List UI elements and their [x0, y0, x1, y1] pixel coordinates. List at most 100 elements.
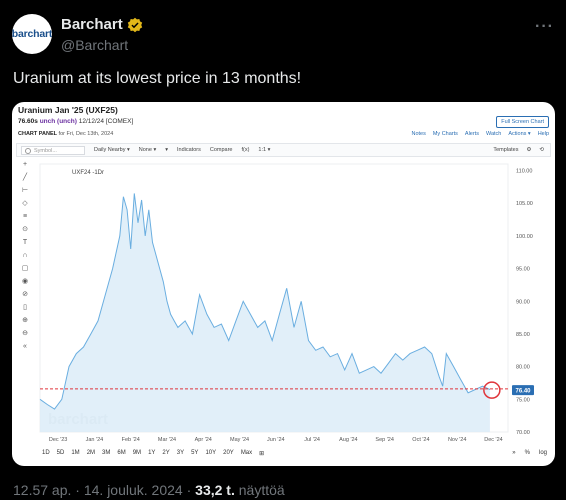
period-selector: 1D 5D 1M 2M 3M 6M 9M 1Y 2Y 3Y 5Y 10Y 20Y… — [42, 450, 264, 457]
calendar-icon[interactable]: ⊞ — [259, 451, 265, 457]
y-tick-label: 80.00 — [516, 365, 530, 371]
y-tick-label: 75.00 — [516, 397, 530, 403]
zoom-out-icon[interactable]: ⊖ — [22, 330, 28, 337]
horizontal-line-icon[interactable]: ⊢ — [21, 187, 29, 194]
x-tick-label: Apr '24 — [195, 437, 212, 443]
y-tick-label: 90.00 — [516, 299, 530, 305]
period-3m[interactable]: 3M — [102, 450, 111, 456]
tweet-text: Uranium at its lowest price in 13 months… — [13, 70, 302, 87]
x-tick-label: Mar '24 — [158, 437, 176, 443]
period-20y[interactable]: 20Y — [223, 450, 234, 456]
display-name[interactable]: Barchart — [61, 16, 123, 33]
y-tick-label: 70.00 — [516, 430, 530, 436]
hide-icon[interactable]: ⊘ — [22, 291, 28, 298]
y-tick-label: 105.00 — [516, 201, 533, 207]
chart-panel-date: for Fri, Dec 13th, 2024 — [58, 131, 114, 137]
x-tick-label: Dec '23 — [49, 437, 67, 443]
period-9m[interactable]: 9M — [132, 450, 142, 456]
tweet-image[interactable]: Uranium Jan '25 (UXF25) 76.60s unch (unc… — [12, 102, 555, 466]
x-tick-label: Oct '24 — [412, 437, 429, 443]
reset-icon[interactable]: ⟲ — [539, 147, 544, 153]
watch-link[interactable]: Watch — [485, 131, 502, 137]
period-max[interactable]: Max — [240, 450, 253, 456]
view-count: 33,2 t. — [195, 482, 235, 498]
x-tick-label: Feb '24 — [122, 437, 140, 443]
price-chart[interactable]: barchartUXF24 -1Dr70.0075.0080.0085.0090… — [36, 160, 548, 448]
current-price-label: 76.40 — [515, 389, 531, 395]
magnet-icon[interactable]: ∩ — [22, 251, 28, 259]
period-6m[interactable]: 6M — [117, 450, 126, 456]
full-screen-chart-button[interactable]: Full Screen Chart — [496, 116, 549, 128]
compare-button[interactable]: Compare — [209, 147, 233, 153]
y-tick-label: 100.00 — [516, 234, 533, 240]
display-name-row[interactable]: Barchart — [61, 16, 143, 33]
x-tick-label: Aug '24 — [339, 437, 357, 443]
period-1d[interactable]: 1D — [42, 450, 50, 456]
x-tick-label: Sep '24 — [375, 437, 393, 443]
tweet-time[interactable]: 12.57 ap. — [13, 482, 72, 498]
current-price-badge — [512, 385, 534, 396]
alerts-link[interactable]: Alerts — [464, 131, 479, 137]
period-1y[interactable]: 1Y — [148, 450, 156, 456]
percent-scale-button[interactable]: % — [524, 450, 530, 456]
more-options-icon[interactable]: ··· — [535, 18, 554, 35]
log-scale-button[interactable]: log — [538, 450, 547, 456]
measure-icon[interactable]: ⊙ — [22, 226, 28, 233]
price-area — [40, 193, 490, 432]
notes-link[interactable]: Notes — [411, 131, 426, 137]
series-legend: UXF24 -1Dr — [72, 170, 104, 176]
settings-icon[interactable]: ⚙ — [526, 147, 532, 153]
shape-tool-icon[interactable]: ◇ — [22, 200, 28, 207]
tweet-date[interactable]: 14. jouluk. 2024 — [83, 482, 183, 498]
x-tick-label: Nov '24 — [448, 437, 466, 443]
period-2m[interactable]: 2M — [86, 450, 96, 456]
chart-panel-title: CHART PANEL — [18, 131, 58, 137]
price-line: 76.60s unch (unch) 12/12/24 [COMEX] — [18, 118, 133, 125]
none-select[interactable]: None ▾ — [138, 147, 157, 153]
price-change: unch (unch) — [39, 118, 77, 125]
symbol-search-input[interactable]: Symbol... — [21, 145, 85, 155]
x-tick-label: Jun '24 — [267, 437, 285, 443]
period-5y[interactable]: 5Y — [191, 450, 199, 456]
period-3y[interactable]: 3Y — [176, 450, 185, 456]
period-1m[interactable]: 1M — [71, 450, 80, 456]
y-tick-label: 95.00 — [516, 267, 530, 273]
fib-tool-icon[interactable]: ≡ — [22, 212, 28, 220]
chart-symbol-title: Uranium Jan '25 (UXF25) — [18, 105, 118, 115]
y-tick-label: 85.00 — [516, 332, 530, 338]
avatar[interactable]: barchart — [12, 14, 52, 54]
help-link[interactable]: Help — [537, 131, 549, 137]
period-2y[interactable]: 2Y — [162, 450, 170, 456]
x-tick-label: May '24 — [230, 437, 249, 443]
ratio-select[interactable]: 1:1 ▾ — [258, 147, 271, 153]
fx-button[interactable]: f(x) — [241, 147, 250, 153]
verified-badge-icon — [127, 17, 142, 32]
highlight-circle — [483, 381, 501, 399]
actions-link[interactable]: Actions ▾ — [508, 131, 531, 137]
text-tool-icon[interactable]: T — [22, 238, 28, 246]
zoom-in-icon[interactable]: ⊕ — [22, 317, 28, 324]
line-tool-icon[interactable]: ╱ — [22, 174, 28, 181]
daily-nearby-select[interactable]: Daily Nearby ▾ — [94, 147, 130, 153]
indicators-button[interactable]: Indicators — [176, 147, 201, 153]
user-handle[interactable]: @Barchart — [61, 37, 129, 53]
lock-icon[interactable]: ▢ — [21, 265, 29, 272]
cursor-icon[interactable]: + — [22, 160, 28, 168]
views-label: näyttöä — [238, 482, 285, 498]
eye-icon[interactable]: ◉ — [21, 278, 29, 285]
my-charts-link[interactable]: My Charts — [432, 131, 458, 137]
collapse-icon[interactable]: « — [23, 342, 27, 350]
expand-icon[interactable]: » — [512, 450, 516, 456]
chart-links: Notes My Charts Alerts Watch Actions ▾ H… — [411, 131, 549, 137]
x-tick-label: Jul '24 — [304, 437, 320, 443]
trash-icon[interactable]: ▯ — [23, 304, 27, 311]
templates-button[interactable]: Templates — [493, 147, 519, 153]
chart-panel-label: CHART PANEL for Fri, Dec 13th, 2024 — [18, 131, 113, 137]
x-tick-label: Jan '24 — [86, 437, 104, 443]
chart-type-select[interactable]: ▾ — [165, 147, 168, 153]
period-5d[interactable]: 5D — [56, 450, 65, 456]
tweet-meta: 12.57 ap. · 14. jouluk. 2024 · 33,2 t. n… — [13, 482, 285, 498]
meta-separator: · — [75, 482, 80, 498]
scale-options: » % log — [512, 450, 547, 456]
period-10y[interactable]: 10Y — [205, 450, 217, 456]
